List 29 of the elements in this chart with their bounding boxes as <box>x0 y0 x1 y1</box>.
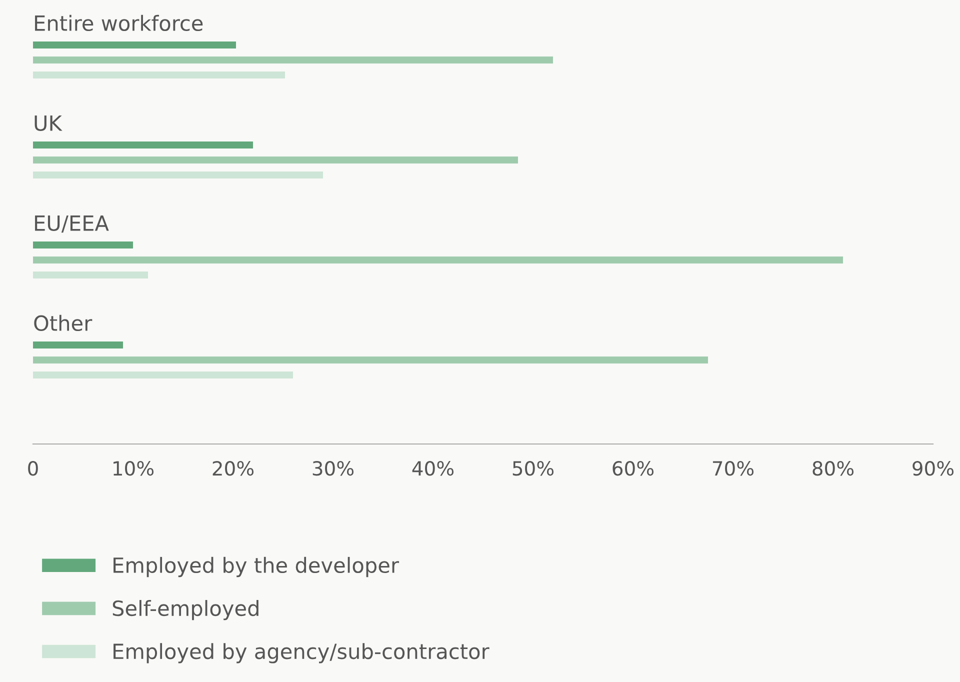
x-tick-label: 50% <box>512 461 554 476</box>
x-tick-label: 0 <box>28 461 38 476</box>
x-tick-label: 20% <box>212 461 254 476</box>
y-tick-label: UK <box>34 116 62 132</box>
bar <box>33 242 133 248</box>
bar <box>33 342 123 348</box>
bar <box>33 256 843 264</box>
bar <box>33 56 553 64</box>
bar <box>33 72 285 78</box>
bar <box>33 356 708 364</box>
bar <box>33 272 148 278</box>
x-tick-label: 10% <box>114 461 154 476</box>
bar <box>33 142 253 148</box>
x-tick-label: 90% <box>912 461 954 476</box>
y-tick-label: Other <box>34 314 92 332</box>
x-tick-label: 60% <box>612 461 654 476</box>
legend-label: Employed by the developer <box>114 556 400 578</box>
x-tick-label: 70% <box>712 461 754 476</box>
x-tick-label: 40% <box>412 461 454 476</box>
x-tick-label: 30% <box>312 461 354 476</box>
y-tick-label: Entire workforce <box>35 14 203 32</box>
y-tick-label: EU/EEA <box>35 216 109 233</box>
bar <box>33 156 518 164</box>
bar <box>33 42 236 48</box>
legend-label: Self-employed <box>112 600 258 620</box>
x-tick-label: 80% <box>812 461 854 476</box>
legend-label: Employed by agency/sub-contractor <box>114 643 490 664</box>
bar <box>33 372 293 378</box>
bar <box>33 172 323 178</box>
